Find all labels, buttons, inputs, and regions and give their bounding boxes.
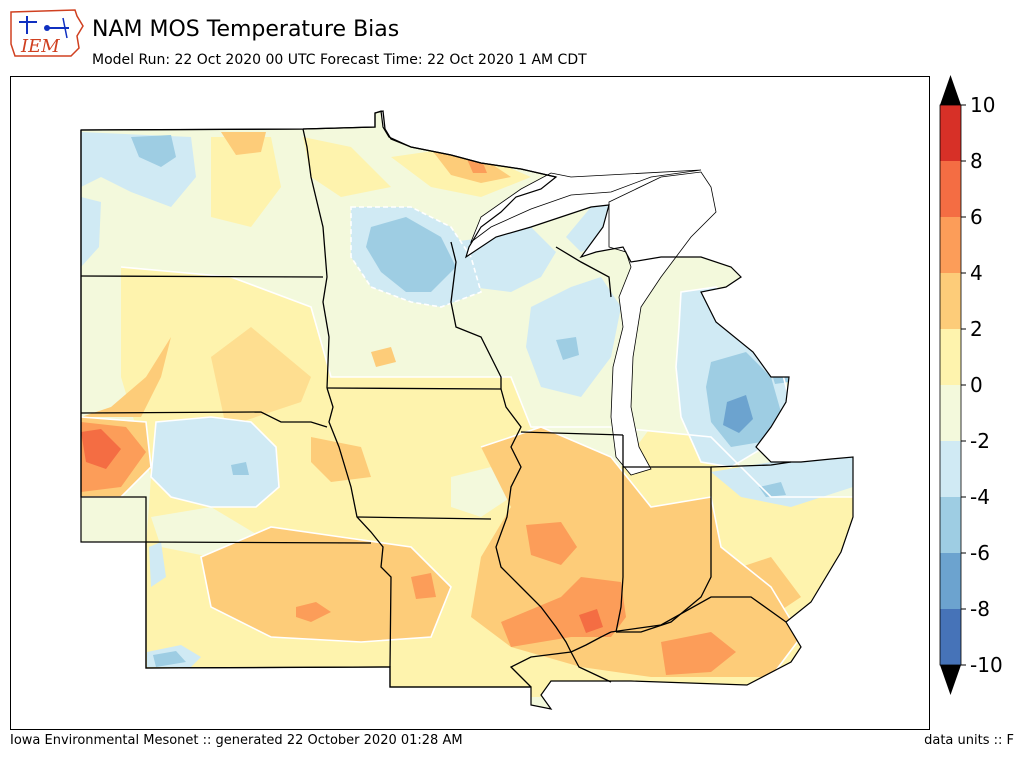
footer-credit: Iowa Environmental Mesonet :: generated …: [10, 733, 463, 748]
page-title: NAM MOS Temperature Bias: [92, 17, 400, 42]
colorbar-bin: [940, 217, 961, 273]
colorbar-tick-label: 8: [970, 149, 983, 173]
iem-logo: IEM: [7, 4, 85, 62]
colorbar-tick-label: 4: [970, 261, 983, 285]
colorbar-bin: [940, 609, 961, 665]
bias-contour-map: [80, 110, 854, 710]
map-panel: [10, 76, 930, 730]
colorbar-bin: [940, 553, 961, 609]
colorbar-tick-label: -6: [970, 541, 990, 565]
footer-units: data units :: F: [924, 733, 1014, 748]
colorbar-under-arrow: [940, 665, 961, 695]
colorbar-bin: [940, 385, 961, 441]
colorbar-bin: [940, 441, 961, 497]
colorbar-bin: [940, 105, 961, 161]
colorbar-tick-label: -10: [970, 653, 1003, 677]
colorbar-tick-label: 2: [970, 317, 983, 341]
colorbar-tick-label: 6: [970, 205, 983, 229]
colorbar-over-arrow: [940, 75, 961, 105]
colorbar-bin: [940, 161, 961, 217]
colorbar-tick-label: -2: [970, 429, 990, 453]
region-outline: [80, 110, 854, 710]
colorbar-bin: [940, 273, 961, 329]
page-subtitle: Model Run: 22 Oct 2020 00 UTC Forecast T…: [92, 52, 587, 68]
colorbar-bin: [940, 329, 961, 385]
colorbar-legend: 10 8 6 4 2 0 -2 -4 -6 -8 -10: [930, 70, 1024, 700]
lake-superior: [470, 169, 702, 244]
colorbar-tick-label: 10: [970, 93, 995, 117]
colorbar-tick-label: -4: [970, 485, 990, 509]
colorbar-tick-label: 0: [970, 373, 983, 397]
colorbar-bin: [940, 497, 961, 553]
svg-text:IEM: IEM: [20, 36, 60, 57]
colorbar-tick-label: -8: [970, 597, 990, 621]
lake-michigan: [608, 171, 717, 476]
